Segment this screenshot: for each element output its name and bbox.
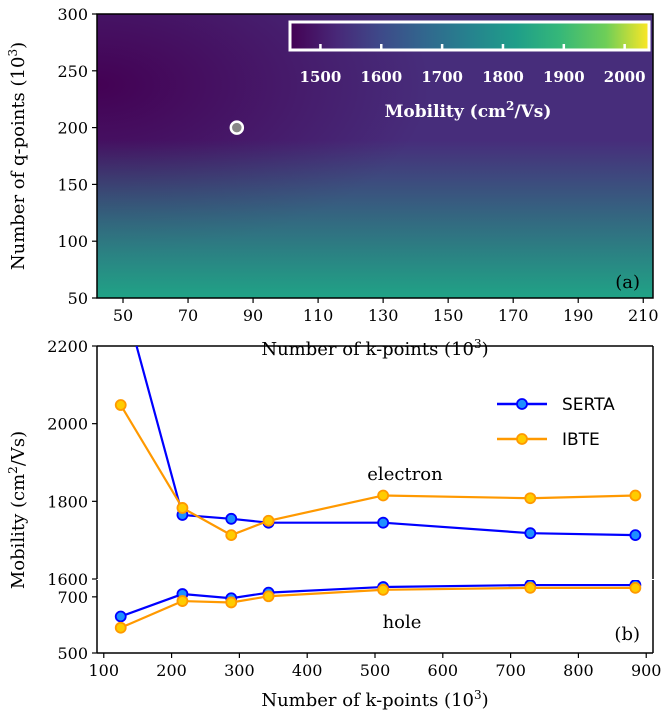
- data-point-ibte-hole: [114, 621, 127, 634]
- data-point-ibte-electron: [225, 529, 238, 542]
- legend-serta-label: SERTA: [562, 395, 615, 415]
- data-point-ibte-hole: [262, 590, 275, 603]
- line-y-tick-label: 2200: [47, 337, 88, 356]
- data-point-ibte-hole: [524, 581, 537, 594]
- data-point-ibte-electron: [629, 489, 642, 502]
- heatmap-y-tick-label: 150: [57, 175, 88, 194]
- panel-a-label: (a): [615, 272, 640, 293]
- heatmap-y-ticks: 50 100 150 200 250 300: [57, 5, 97, 308]
- line-x-tick-label: 100: [89, 661, 120, 680]
- panel-b: 100 200 300 400 500 600 700 800 900 1600 1800 2000…: [6, 337, 662, 711]
- data-point-serta-hole: [114, 610, 127, 623]
- heatmap-x-axis-title: Number of k-points (103): [261, 337, 488, 360]
- data-point-serta-electron: [377, 516, 390, 529]
- hole-series: [114, 580, 642, 634]
- heatmap-y-tick-label: 100: [57, 232, 88, 251]
- electron-series: [114, 346, 642, 542]
- heatmap-x-tick-label: 90: [243, 306, 263, 325]
- line-x-tick-label: 300: [224, 661, 255, 680]
- heatmap-x-tick-label: 150: [433, 306, 464, 325]
- data-point-ibte-electron: [176, 502, 189, 514]
- panel-a: 50 70 90 110 130 150 170 190 210 50 100 150 200 250 3…: [6, 5, 659, 360]
- line-y-tick-label: 700: [57, 588, 88, 607]
- heatmap-surface: [97, 14, 653, 298]
- legend-serta-marker: [516, 398, 528, 410]
- heatmap-frame: [96, 13, 654, 299]
- heatmap-x-tick-label: 210: [628, 306, 659, 325]
- colorbar-tick-label: 1900: [543, 68, 585, 86]
- upper-axes-frame: [96, 345, 654, 579]
- colorbar-tick-label: 2000: [604, 68, 646, 86]
- heatmap-y-tick-label: 250: [57, 62, 88, 81]
- line-x-tick-label: 400: [292, 661, 323, 680]
- heatmap-x-tick-label: 110: [303, 306, 334, 325]
- line-x-axis-title: Number of k-points (103): [261, 688, 488, 711]
- legend: SERTA IBTE: [497, 395, 615, 450]
- colorbar-tick-label: 1500: [300, 68, 342, 86]
- colorbar-tick-label: 1600: [360, 68, 402, 86]
- line-x-tick-label: 700: [495, 661, 526, 680]
- data-point-ibte-electron: [262, 514, 275, 527]
- line-x-tick-label: 800: [563, 661, 594, 680]
- data-point-serta-electron: [524, 527, 537, 540]
- line-x-tick-label: 600: [428, 661, 459, 680]
- series-line-ibte-hole: [120, 586, 636, 629]
- colorbar-tick-label: 1700: [421, 68, 463, 86]
- data-point-ibte-hole: [629, 581, 642, 594]
- line-x-tick-label: 200: [156, 661, 187, 680]
- heatmap-x-ticks: 50 70 90 110 130 150 170 190 210: [113, 298, 659, 325]
- heatmap-x-tick-label: 190: [563, 306, 594, 325]
- selected-point-marker: [229, 120, 245, 135]
- data-point-ibte-hole: [176, 595, 189, 607]
- heatmap-y-tick-label: 300: [57, 5, 88, 24]
- heatmap-x-tick-label: 70: [178, 306, 198, 325]
- heatmap-x-tick-label: 130: [368, 306, 399, 325]
- heatmap-x-tick-label: 170: [498, 306, 529, 325]
- line-y-tick-label: 1800: [47, 492, 88, 511]
- line-y-tick-label: 2000: [47, 415, 88, 434]
- heatmap-y-axis-title: Number of q-points (103): [6, 42, 29, 270]
- electron-annotation: electron: [367, 464, 443, 485]
- line-x-ticks: 100 200 300 400 500 600 700 800 900: [89, 653, 662, 680]
- line-y-tick-label: 1600: [47, 570, 88, 589]
- data-point-ibte-electron: [377, 489, 390, 502]
- colorbar-gradient: [288, 20, 651, 52]
- line-y-axis-title: Mobility (cm2/Vs): [6, 431, 29, 589]
- data-point-ibte-electron: [524, 492, 537, 505]
- line-y-ticks: 1600 1800 2000 2200 500 700: [47, 337, 97, 663]
- line-x-tick-label: 500: [360, 661, 391, 680]
- data-point-serta-electron: [225, 512, 238, 525]
- data-point-ibte-electron: [114, 399, 127, 411]
- legend-ibte-label: IBTE: [562, 430, 600, 450]
- legend-ibte-marker: [516, 433, 528, 445]
- data-point-serta-electron: [629, 529, 642, 542]
- colorbar: 1500 1600 1700 1800 1900 2000 Mobility (cm2/V…: [288, 20, 651, 122]
- heatmap-y-tick-label: 200: [57, 119, 88, 138]
- data-point-ibte-hole: [225, 596, 238, 609]
- colorbar-tick-label: 1800: [482, 68, 524, 86]
- line-y-tick-label: 500: [57, 644, 88, 663]
- line-x-tick-label: 900: [631, 661, 662, 680]
- panel-b-label: (b): [614, 624, 640, 645]
- colorbar-ticks: 1500 1600 1700 1800 1900 2000: [300, 44, 646, 86]
- hole-annotation: hole: [383, 612, 422, 633]
- colorbar-title: Mobility (cm2/Vs): [385, 99, 552, 122]
- heatmap-y-tick-label: 50: [68, 289, 88, 308]
- heatmap-x-tick-label: 50: [113, 306, 133, 325]
- data-point-ibte-hole: [377, 583, 390, 596]
